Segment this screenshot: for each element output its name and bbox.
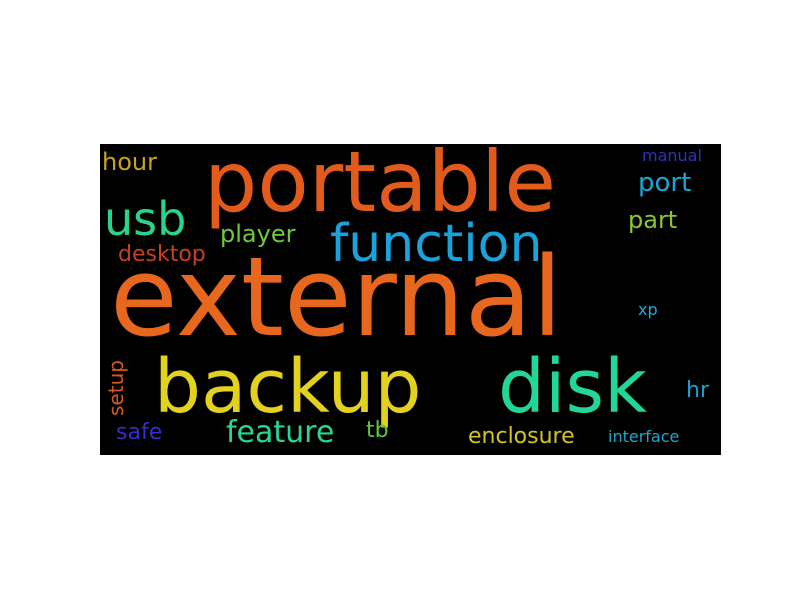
word-manual: manual — [642, 146, 702, 165]
word-part: part — [628, 206, 678, 234]
word-desktop: desktop — [118, 242, 206, 267]
word-hour: hour — [102, 148, 157, 176]
word-safe: safe — [116, 420, 163, 445]
word-setup: setup — [104, 360, 128, 416]
word-hr: hr — [686, 378, 709, 403]
word-enclosure: enclosure — [468, 424, 575, 449]
word-external: external — [110, 233, 563, 361]
word-xp: xp — [638, 300, 658, 319]
word-disk: disk — [498, 344, 647, 430]
word-usb: usb — [104, 192, 187, 246]
word-tb: tb — [366, 418, 389, 443]
word-cloud-canvas: external portable function backup disk u… — [100, 144, 721, 455]
word-feature: feature — [226, 415, 335, 450]
word-player: player — [220, 220, 296, 248]
word-function: function — [330, 214, 543, 274]
word-interface: interface — [608, 427, 680, 446]
word-backup: backup — [154, 344, 422, 430]
word-portable: portable — [204, 144, 556, 231]
word-port: port — [638, 168, 692, 198]
